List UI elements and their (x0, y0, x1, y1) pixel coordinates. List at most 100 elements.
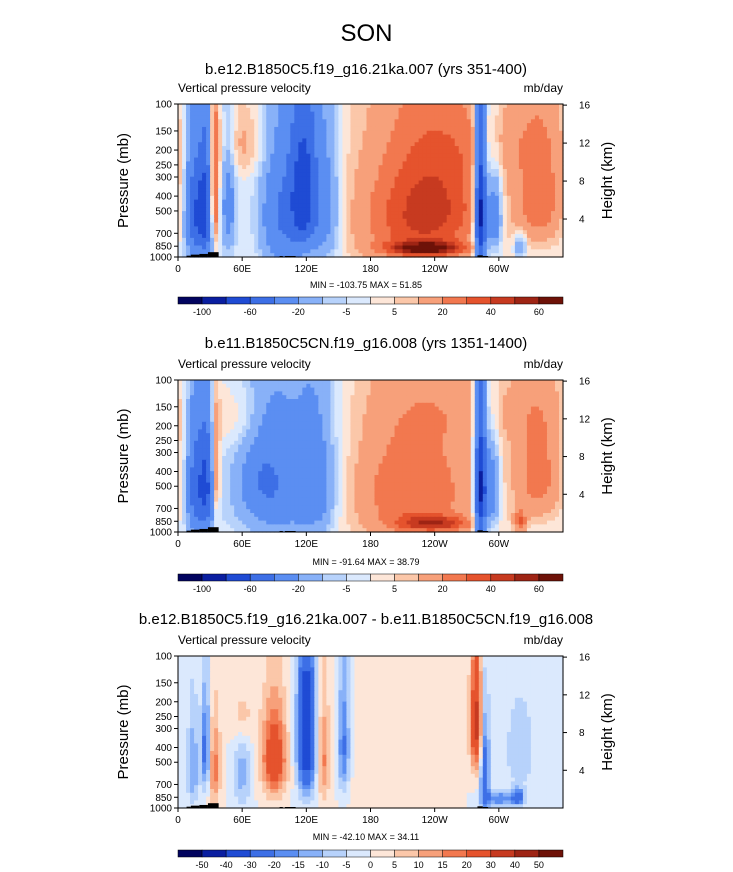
contour-cell (398, 165, 404, 170)
contour-cell (338, 207, 344, 212)
contour-cell (470, 399, 476, 404)
y-axis-label: Pressure (mb) (115, 133, 132, 228)
contour-cell (522, 123, 528, 128)
contour-cell (506, 107, 512, 113)
contour-cell (458, 172, 464, 178)
contour-cell (306, 176, 311, 182)
contour-cell (454, 414, 460, 419)
contour-cell (446, 169, 452, 174)
contour-cell (266, 165, 271, 170)
contour-cell (446, 222, 452, 227)
contour-cell (222, 214, 227, 220)
contour-cell (286, 142, 291, 147)
contour-cell (258, 253, 263, 258)
contour-cell (334, 410, 340, 415)
contour-cell (238, 107, 243, 113)
contour-cell (466, 191, 472, 197)
contour-cell (338, 188, 344, 193)
contour-cell (318, 142, 323, 147)
contour-cell (346, 142, 352, 147)
contour-cell (246, 104, 251, 109)
contour-cell (398, 130, 404, 136)
contour-cell (334, 237, 340, 243)
contour-cell (498, 176, 504, 182)
contour-cell (218, 380, 223, 385)
contour-cell (342, 245, 348, 250)
contour-cell (402, 111, 408, 117)
contour-cell (410, 237, 416, 243)
contour-cell (250, 169, 255, 174)
contour-cell (474, 180, 480, 185)
contour-cell (366, 402, 372, 408)
contour-cell (414, 115, 420, 120)
contour-cell (422, 169, 428, 174)
contour-cell (554, 142, 560, 147)
contour-cell (518, 142, 524, 147)
contour-cell (558, 249, 564, 254)
contour-cell (522, 245, 528, 250)
contour-cell (358, 406, 364, 411)
contour-cell (370, 241, 376, 247)
contour-cell (526, 383, 532, 389)
contour-cell (390, 126, 396, 132)
contour-cell (178, 104, 183, 109)
contour-cell (366, 249, 372, 254)
contour-cell (222, 169, 227, 174)
contour-cell (270, 115, 275, 120)
contour-cell (178, 191, 183, 197)
contour-cell (258, 165, 263, 170)
contour-cell (254, 245, 259, 250)
contour-cell (330, 138, 336, 143)
contour-cell (230, 234, 235, 239)
contour-cell (346, 165, 352, 170)
contour-cell (270, 176, 275, 182)
contour-cell (430, 153, 436, 159)
contour-cell (498, 395, 504, 400)
contour-cell (234, 146, 239, 151)
contour-cell (534, 104, 540, 109)
contour-cell (522, 222, 528, 227)
contour-cell (434, 191, 440, 197)
contour-cell (262, 414, 267, 419)
contour-cell (318, 119, 323, 124)
contour-cell (202, 218, 207, 224)
contour-cell (546, 104, 552, 109)
contour-cell (254, 203, 259, 208)
contour-cell (470, 406, 476, 411)
contour-cell (402, 138, 408, 143)
contour-cell (486, 176, 492, 182)
contour-cell (330, 249, 336, 254)
contour-cell (266, 249, 271, 254)
contour-cell (430, 146, 436, 151)
contour-cell (378, 153, 384, 159)
contour-cell (394, 410, 400, 415)
contour-cell (394, 253, 400, 258)
contour-cell (314, 406, 319, 411)
contour-cell (526, 169, 532, 174)
contour-cell (490, 230, 496, 235)
contour-cell (358, 188, 364, 193)
contour-cell (402, 180, 408, 185)
contour-cell (214, 218, 219, 224)
contour-cell (526, 218, 532, 224)
contour-cell (390, 387, 396, 392)
contour-cell (246, 414, 251, 419)
contour-cell (486, 188, 492, 193)
contour-cell (538, 188, 544, 193)
contour-cell (442, 253, 448, 258)
contour-cell (466, 249, 472, 254)
contour-cell (434, 104, 440, 109)
contour-cell (394, 203, 400, 208)
contour-cell (338, 241, 344, 247)
contour-cell (462, 230, 468, 235)
contour-cell (534, 157, 540, 162)
contour-cell (178, 161, 183, 166)
contour-cell (414, 399, 420, 404)
contour-cell (210, 142, 215, 147)
contour-cell (382, 172, 388, 178)
contour-cell (198, 126, 203, 132)
contour-cell (182, 119, 187, 124)
contour-cell (274, 107, 279, 113)
contour-cell (462, 191, 468, 197)
contour-cell (338, 406, 344, 411)
